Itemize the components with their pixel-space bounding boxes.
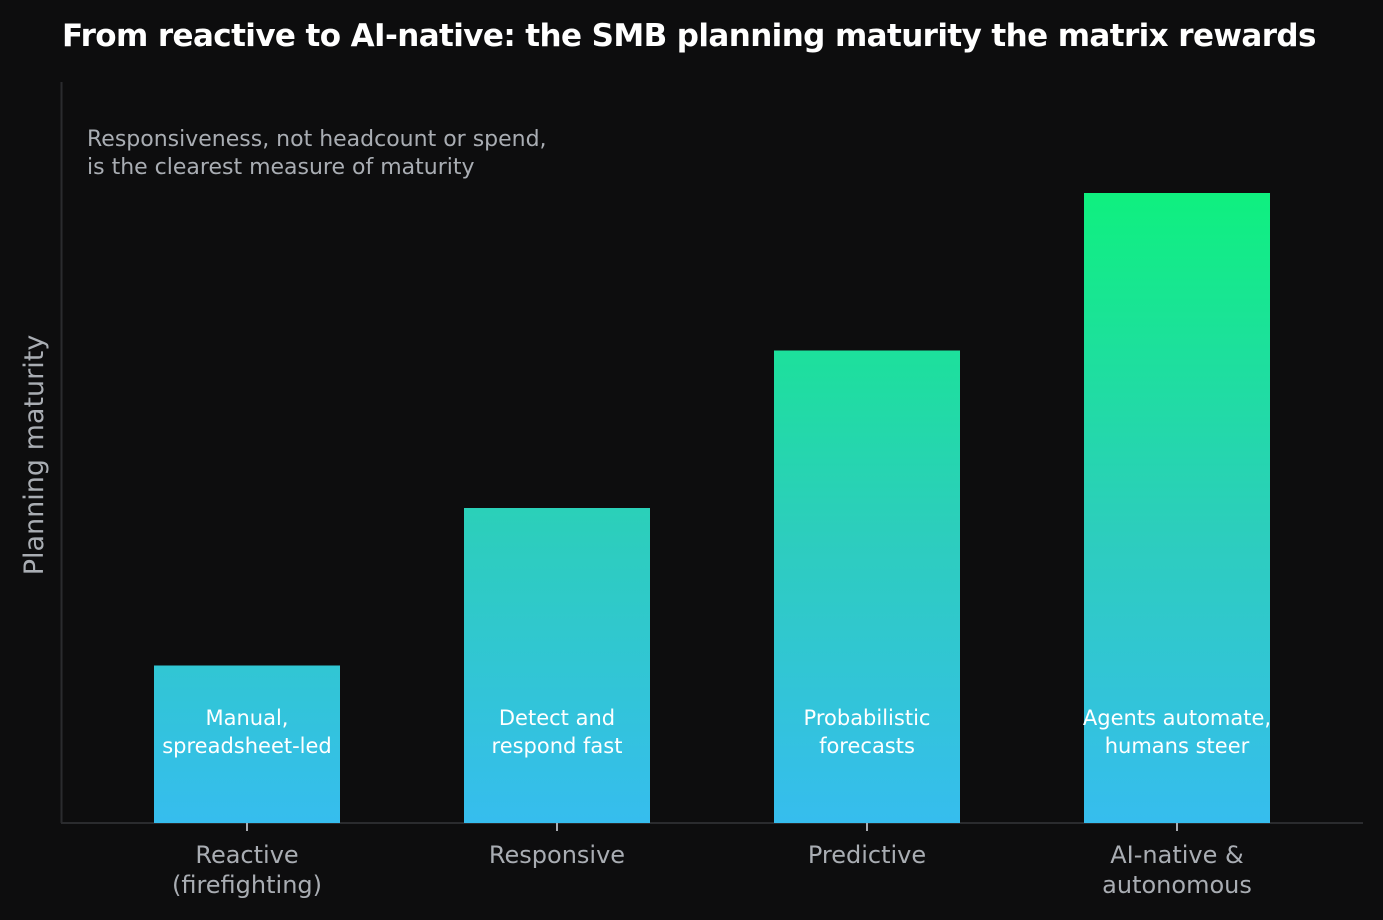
bar-label-line: spreadsheet-led bbox=[162, 734, 332, 758]
bar-3 bbox=[774, 350, 960, 823]
x-tick-label-line: Responsive bbox=[489, 841, 625, 869]
bar-label-line: respond fast bbox=[492, 734, 623, 758]
x-tick-label-line: Predictive bbox=[808, 841, 926, 869]
bar-4 bbox=[1084, 193, 1270, 823]
bar-label-line: humans steer bbox=[1105, 734, 1250, 758]
bar-label-line: Probabilistic bbox=[804, 706, 931, 730]
bar-label-4: Agents automate, humans steer bbox=[1083, 706, 1271, 758]
x-tick-label-line: Reactive bbox=[195, 841, 298, 869]
bar-label-1: Manual, spreadsheet-led bbox=[162, 706, 332, 758]
bar-label-2: Detect and respond fast bbox=[492, 706, 623, 758]
bar-label-3: Probabilistic forecasts bbox=[804, 706, 931, 758]
bar-label-line: Agents automate, bbox=[1083, 706, 1271, 730]
y-axis-label: Planning maturity bbox=[19, 335, 50, 576]
annotation-line-2: is the clearest measure of maturity bbox=[87, 155, 475, 180]
x-tick-label-4: AI-native & autonomous bbox=[1102, 841, 1252, 899]
bar-2 bbox=[464, 508, 650, 823]
x-tick-label-line: AI-native & bbox=[1110, 841, 1243, 869]
chart-title: From reactive to AI-native: the SMB plan… bbox=[62, 18, 1316, 54]
bar-label-line: Detect and bbox=[499, 706, 615, 730]
x-tick-label-3: Predictive bbox=[808, 841, 926, 869]
bar-1 bbox=[154, 665, 340, 823]
annotation-line-1: Responsiveness, not headcount or spend, bbox=[87, 127, 547, 152]
x-tick-label-line: autonomous bbox=[1102, 871, 1252, 899]
x-tick-label-line: (firefighting) bbox=[172, 871, 322, 899]
bar-label-line: Manual, bbox=[206, 706, 289, 730]
bar-label-line: forecasts bbox=[819, 734, 915, 758]
x-tick-label-2: Responsive bbox=[489, 841, 625, 869]
x-tick-label-1: Reactive (firefighting) bbox=[172, 841, 322, 899]
bars-layer: Manual, spreadsheet-led Detect and respond … bbox=[154, 193, 1271, 823]
chart-annotation: Responsiveness, not headcount or spend, … bbox=[87, 127, 554, 180]
x-ticks-layer: Reactive (firefighting) Responsive Predicti… bbox=[172, 823, 1252, 899]
